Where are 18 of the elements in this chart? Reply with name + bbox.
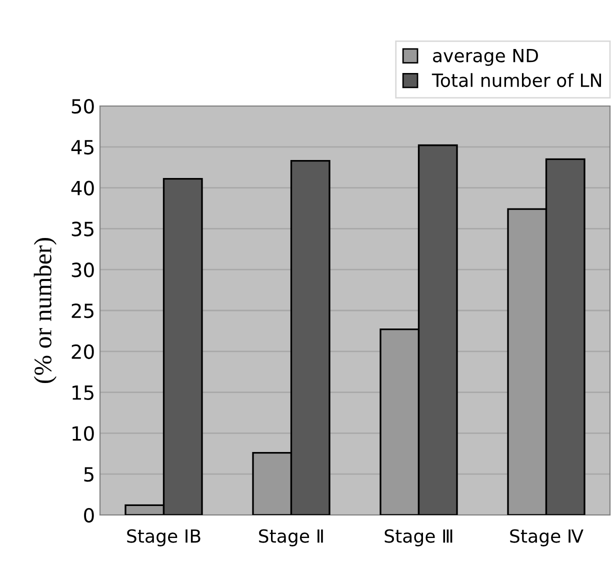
y-tick-label: 35 xyxy=(72,222,94,236)
x-tick-label: Stage Ⅲ xyxy=(384,529,452,546)
y-tick-label: 25 xyxy=(72,303,94,318)
y-tick-label: 45 xyxy=(71,140,94,155)
x-tick-label: Stage Ⅱ xyxy=(259,529,323,546)
y-tick-label: 5 xyxy=(84,467,94,482)
legend-label: Total number of LN xyxy=(432,73,602,88)
legend-label: average ND xyxy=(433,48,538,66)
y-tick-label: 15 xyxy=(72,386,94,400)
y-tick-label: 10 xyxy=(72,426,94,441)
y-axis-title: (% or number) xyxy=(34,238,57,383)
y-tick-label: 30 xyxy=(72,262,94,278)
y-tick-label: 50 xyxy=(72,98,94,114)
y-tick-label: 40 xyxy=(71,180,94,196)
x-tick-label: Stage Ⅳ xyxy=(510,529,584,546)
y-tick-label: 20 xyxy=(72,344,94,360)
x-tick-label: Stage ⅠB xyxy=(127,529,200,546)
y-tick-label: 0 xyxy=(84,508,94,523)
